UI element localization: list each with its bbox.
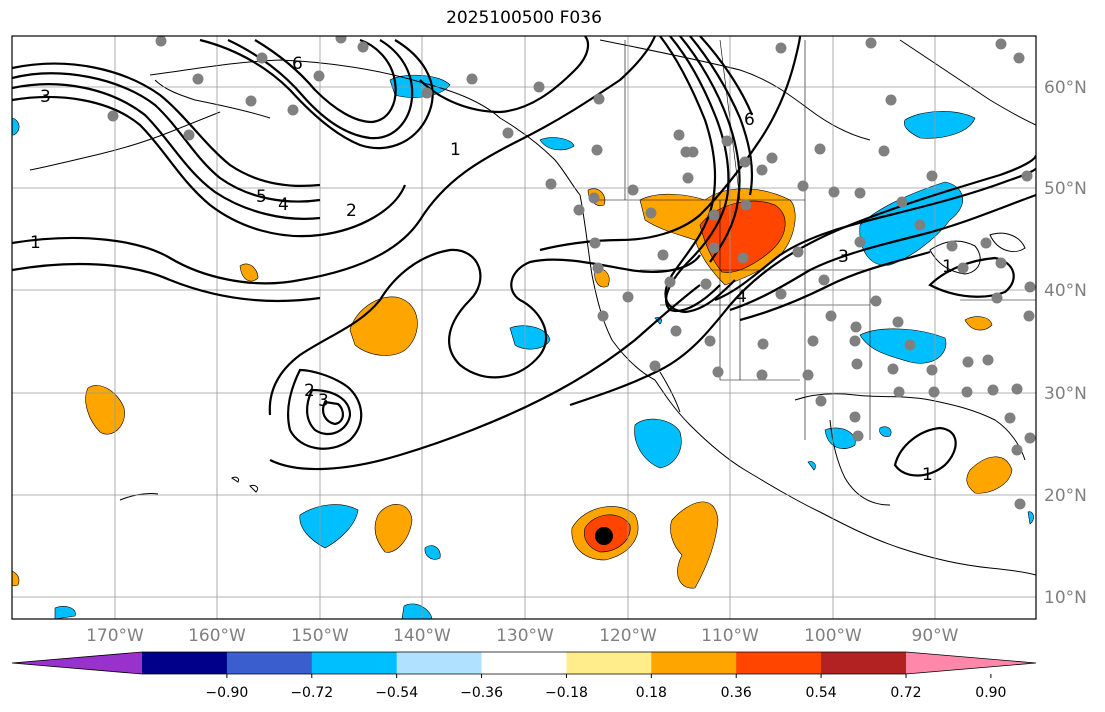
colorbar-tick-label: −0.90 bbox=[205, 685, 248, 701]
contour-label: 6 bbox=[292, 54, 303, 74]
colorbar-segment bbox=[142, 652, 228, 674]
colorbar-tick-label: 0.36 bbox=[721, 685, 752, 701]
colorbar-segment bbox=[651, 652, 737, 674]
colorbar-segment bbox=[226, 652, 313, 674]
station-markers bbox=[107, 36, 1036, 510]
colorbar-tick-label: −0.54 bbox=[375, 685, 418, 701]
map-frame bbox=[11, 35, 1037, 620]
strong-positive-anomaly-patches bbox=[583, 200, 786, 553]
lat-label: 30°N bbox=[1044, 384, 1087, 404]
figure-title: 2025100500 F036 bbox=[446, 8, 602, 28]
contour-label: 3 bbox=[838, 247, 849, 267]
lon-label: 100°W bbox=[804, 626, 862, 646]
colorbar-segment bbox=[566, 652, 652, 674]
colorbar-segment bbox=[311, 652, 398, 674]
colorbar-segment bbox=[821, 652, 907, 674]
colorbar-tick-label: −0.72 bbox=[290, 685, 333, 701]
lat-label: 50°N bbox=[1044, 179, 1087, 199]
colorbar-tick-labels: −0.90 −0.72 −0.54 −0.36 −0.18 0.18 0.36 0.54 0.7… bbox=[205, 674, 1006, 701]
coastlines bbox=[29, 39, 1036, 576]
negative-anomaly-patches bbox=[12, 74, 1034, 619]
lon-label: 140°W bbox=[393, 626, 451, 646]
colorbar-tick-label: 0.72 bbox=[890, 685, 921, 701]
contour-label: 4 bbox=[736, 287, 747, 307]
colorbar-extend-low bbox=[12, 652, 142, 674]
contour-label: 3 bbox=[318, 391, 329, 411]
lon-label: 160°W bbox=[188, 626, 246, 646]
colorbar-segment bbox=[396, 652, 483, 674]
colorbar bbox=[11, 651, 1037, 675]
contour-label: 3 bbox=[40, 87, 51, 107]
lon-label: 130°W bbox=[496, 626, 554, 646]
lon-label: 150°W bbox=[291, 626, 349, 646]
contour-labels: 6 3 5 4 2 1 1 6 4 3 2 3 1 1 bbox=[30, 54, 953, 485]
contour-label: 1 bbox=[942, 257, 953, 277]
lat-label: 20°N bbox=[1044, 486, 1087, 506]
contour-lines bbox=[12, 36, 1036, 477]
contour-label: 2 bbox=[304, 381, 315, 401]
lat-label: 40°N bbox=[1044, 281, 1087, 301]
lon-label: 170°W bbox=[86, 626, 144, 646]
colorbar-tick-label: −0.36 bbox=[460, 685, 503, 701]
colorbar-tick-label: 0.90 bbox=[975, 685, 1006, 701]
colorbar-extend-high bbox=[906, 652, 1036, 674]
contour-label: 2 bbox=[346, 201, 357, 221]
lon-label: 90°W bbox=[912, 626, 959, 646]
storm-center-marker bbox=[595, 527, 613, 545]
colorbar-tick-label: 0.54 bbox=[806, 685, 837, 701]
colorbar-outline bbox=[11, 651, 1037, 675]
lon-label: 110°W bbox=[701, 626, 759, 646]
lat-label: 10°N bbox=[1044, 588, 1087, 608]
colorbar-tick-label: −0.18 bbox=[545, 685, 588, 701]
contour-label: 1 bbox=[450, 140, 461, 160]
contour-label: 1 bbox=[30, 233, 41, 253]
contour-label: 4 bbox=[278, 195, 289, 215]
colorbar-segment bbox=[736, 652, 822, 674]
lon-label: 120°W bbox=[599, 626, 657, 646]
colorbar-segment bbox=[481, 652, 567, 674]
contour-label: 1 bbox=[922, 465, 933, 485]
colorbar-tick-label: 0.18 bbox=[636, 685, 667, 701]
contour-label: 6 bbox=[744, 110, 755, 130]
longitude-labels: 170°W 160°W 150°W 140°W 130°W 120°W 110°… bbox=[86, 626, 959, 646]
positive-anomaly-patches bbox=[12, 188, 1013, 589]
political-borders bbox=[590, 39, 1036, 440]
graticule bbox=[12, 36, 1036, 619]
latitude-labels: 60°N 50°N 40°N 30°N 20°N 10°N bbox=[1044, 78, 1087, 608]
lat-label: 60°N bbox=[1044, 78, 1087, 98]
contour-label: 5 bbox=[256, 187, 267, 207]
